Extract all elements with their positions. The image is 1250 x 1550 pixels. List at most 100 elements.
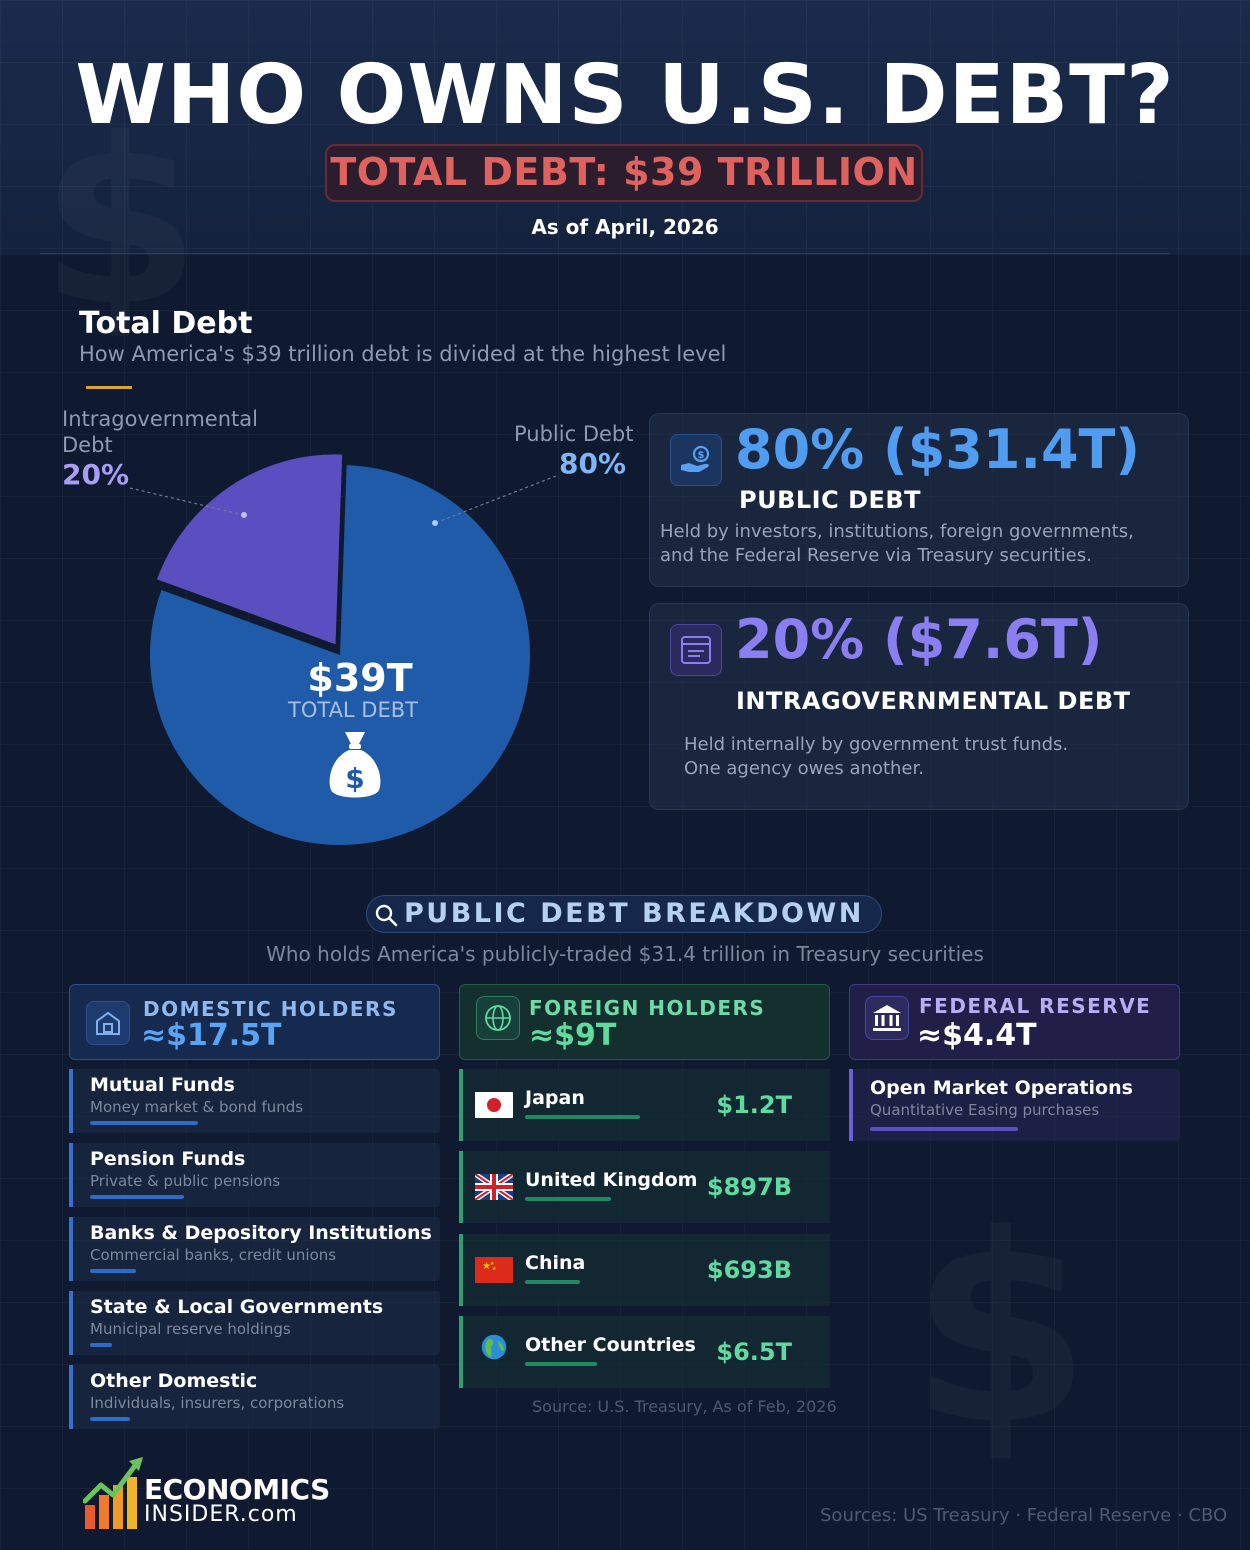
china-flag-icon: ★ ★★ xyxy=(475,1257,513,1283)
domestic-item-bar xyxy=(90,1195,184,1199)
foreign-item: ★ ★ ★ China $693B xyxy=(459,1234,830,1306)
pie-slice-public xyxy=(150,465,531,846)
intra-debt-desc: Held internally by government trust fund… xyxy=(684,733,1068,781)
total-debt-pill xyxy=(325,144,923,202)
fed-item: Open Market Operations Quantitative Easi… xyxy=(849,1069,1180,1141)
breakdown-subtitle: Who holds America's publicly-traded $31.… xyxy=(266,942,984,966)
public-desc-line1: Held by investors, institutions, foreign… xyxy=(660,521,1134,542)
intra-leader-dot xyxy=(241,512,247,518)
uk-flag-icon xyxy=(475,1174,513,1200)
domestic-item: State & Local Governments Municipal rese… xyxy=(69,1291,440,1355)
foreign-item-bar xyxy=(525,1115,640,1119)
foreign-item-value: $1.2T xyxy=(716,1091,792,1119)
public-slice-label: Public Debt xyxy=(514,422,634,446)
foreign-item-bar xyxy=(525,1197,611,1201)
foreign-item-bar xyxy=(525,1362,597,1366)
pie-slice-intragovernmental xyxy=(156,454,343,645)
domestic-item-bar xyxy=(90,1343,112,1347)
public-leader-dot xyxy=(432,520,438,526)
header-background xyxy=(0,0,1250,255)
foreign-item-name: Japan xyxy=(525,1087,585,1109)
foreign-value: ≈$9T xyxy=(529,1018,617,1053)
domestic-item-sub: Individuals, insurers, corporations xyxy=(90,1394,345,1412)
breakdown-title: PUBLIC DEBT BREAKDOWN xyxy=(404,898,864,929)
public-debt-value: 80% ($31.4T) xyxy=(735,418,1141,481)
domestic-header xyxy=(69,984,440,1060)
svg-text:★: ★ xyxy=(482,1261,491,1272)
japan-flag-icon xyxy=(475,1092,513,1118)
intra-leader-line xyxy=(129,487,245,516)
svg-text:★: ★ xyxy=(492,1266,497,1272)
svg-text:$: $ xyxy=(698,450,705,461)
foreign-item-name: United Kingdom xyxy=(525,1169,698,1191)
domestic-item-bar xyxy=(90,1269,136,1273)
background-dollar-decoration: $ xyxy=(910,1180,1091,1482)
domestic-item-name: Banks & Depository Institutions xyxy=(90,1222,432,1244)
house-icon xyxy=(86,1001,130,1045)
domestic-item: Banks & Depository Institutions Commerci… xyxy=(69,1217,440,1281)
domestic-item-bar xyxy=(90,1121,198,1125)
money-bag-icon: $ xyxy=(329,732,381,798)
foreign-header xyxy=(459,984,830,1060)
breakdown-pill xyxy=(366,895,882,933)
intra-slice-label: Intragovernmental Debt xyxy=(62,406,258,458)
intra-label-line2: Debt xyxy=(62,433,113,457)
intra-desc-line2: One agency owes another. xyxy=(684,758,924,779)
foreign-item-value: $897B xyxy=(706,1173,792,1201)
public-debt-desc: Held by investors, institutions, foreign… xyxy=(660,520,1134,568)
section-title: Total Debt xyxy=(79,306,253,341)
domestic-item-name: Mutual Funds xyxy=(90,1074,235,1096)
economics-insider-logo xyxy=(83,1457,143,1529)
section-accent-line xyxy=(86,386,132,389)
foreign-item: United Kingdom $897B xyxy=(459,1151,830,1223)
fed-value: ≈$4.4T xyxy=(917,1018,1037,1053)
domestic-item-sub: Commercial banks, credit unions xyxy=(90,1246,337,1264)
domestic-item-sub: Money market & bond funds xyxy=(90,1098,304,1116)
bank-building-icon xyxy=(865,996,909,1040)
fed-title: FEDERAL RESERVE xyxy=(919,994,1152,1018)
domestic-item-sub: Municipal reserve holdings xyxy=(90,1320,291,1338)
foreign-item-name: China xyxy=(525,1252,586,1274)
globe-icon xyxy=(476,996,520,1040)
intra-debt-heading: INTRAGOVERNMENTAL DEBT xyxy=(736,687,1131,715)
public-debt-heading: PUBLIC DEBT xyxy=(739,486,922,514)
public-debt-card xyxy=(649,413,1189,587)
document-icon xyxy=(670,624,722,676)
intra-debt-value: 20% ($7.6T) xyxy=(735,608,1103,671)
domestic-item-name: State & Local Governments xyxy=(90,1296,384,1318)
search-icon xyxy=(375,904,398,927)
domestic-title: DOMESTIC HOLDERS xyxy=(143,997,398,1021)
fed-item-name: Open Market Operations xyxy=(870,1077,1133,1099)
foreign-item-bar xyxy=(525,1280,580,1284)
svg-text:★: ★ xyxy=(490,1261,495,1267)
domestic-item: Other Domestic Individuals, insurers, co… xyxy=(69,1365,440,1429)
section-subtitle: How America's $39 trillion debt is divid… xyxy=(79,342,727,366)
domestic-item-bar xyxy=(90,1417,130,1421)
foreign-item-name: Other Countries xyxy=(525,1334,696,1356)
public-leader-line xyxy=(434,475,557,524)
as-of-date: As of April, 2026 xyxy=(531,215,719,239)
domestic-item: Mutual Funds Money market & bond funds xyxy=(69,1069,440,1133)
pie-center-value: $39T xyxy=(307,656,413,700)
intra-label-line1: Intragovernmental xyxy=(62,407,258,431)
intra-desc-line1: Held internally by government trust fund… xyxy=(684,734,1069,755)
pie-chart xyxy=(129,454,557,846)
foreign-item-value: $6.5T xyxy=(716,1338,792,1366)
intra-debt-card xyxy=(649,603,1189,810)
svg-text:$: $ xyxy=(345,762,364,795)
footer-sources: Sources: US Treasury · Federal Reserve ·… xyxy=(820,1505,1228,1526)
fed-item-sub: Quantitative Easing purchases xyxy=(870,1101,1100,1119)
hand-coin-icon: $ xyxy=(670,434,722,486)
intra-slice-pct: 20% xyxy=(62,458,130,491)
domestic-item-name: Other Domestic xyxy=(90,1370,258,1392)
foreign-item-value: $693B xyxy=(706,1256,792,1284)
foreign-title: FOREIGN HOLDERS xyxy=(529,996,766,1020)
logo-text-economics: ECONOMICS xyxy=(144,1473,330,1506)
pie-center-label: TOTAL DEBT xyxy=(288,698,418,722)
foreign-item: Other Countries $6.5T xyxy=(459,1316,830,1388)
domestic-item: Pension Funds Private & public pensions xyxy=(69,1143,440,1207)
page-title: WHO OWNS U.S. DEBT? xyxy=(75,48,1175,143)
globe-earth-icon xyxy=(481,1334,507,1360)
fed-item-bar xyxy=(870,1127,1018,1131)
foreign-item: Japan $1.2T xyxy=(459,1069,830,1141)
